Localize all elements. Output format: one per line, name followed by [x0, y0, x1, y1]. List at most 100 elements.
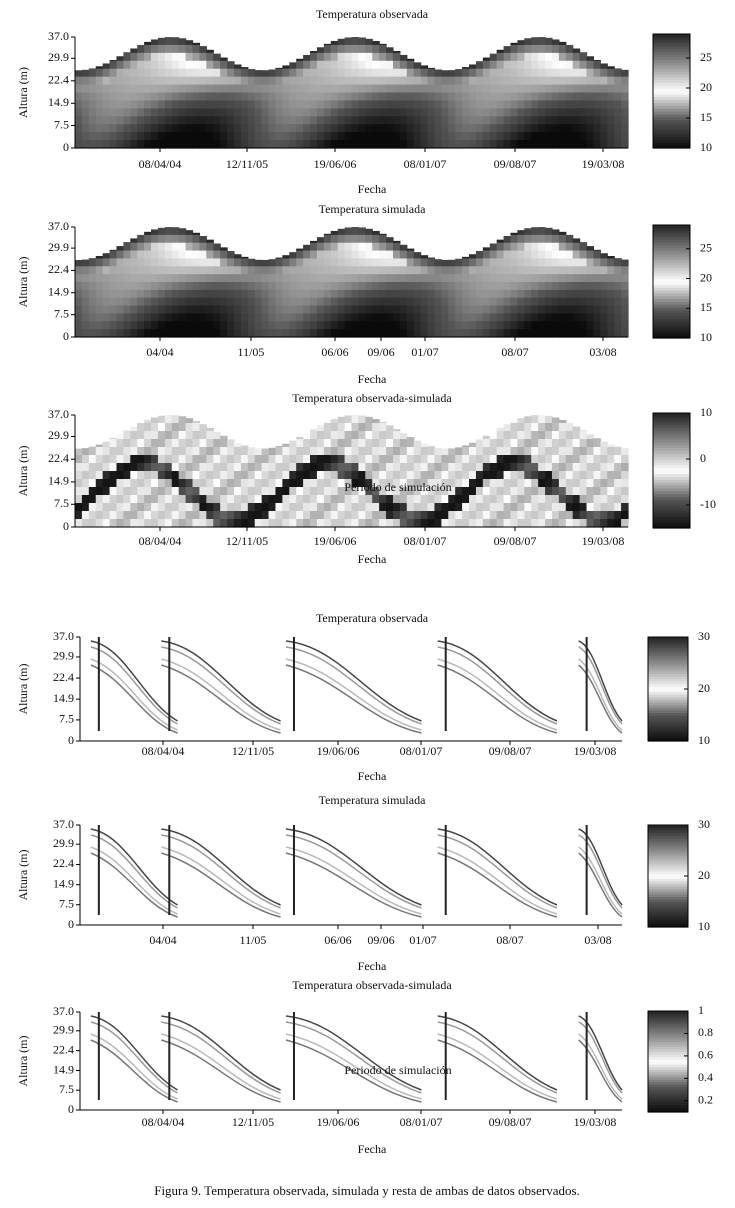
heatmap-cell [323, 305, 332, 315]
heatmap-cell [558, 100, 567, 109]
heatmap-cell [524, 266, 532, 275]
heatmap-cell [116, 140, 124, 149]
colorbar-cell [653, 42, 690, 46]
heatmap-cell [95, 444, 104, 448]
heatmap-cell [489, 439, 498, 448]
heatmap-cell [130, 511, 138, 520]
colorbar-cell [648, 668, 688, 672]
heatmap-cell [171, 305, 180, 315]
heatmap-cell [227, 140, 235, 149]
heatmap-cell [240, 511, 249, 520]
heatmap-cell [95, 479, 104, 488]
heatmap-cell [545, 44, 553, 54]
heatmap-cell [386, 116, 394, 125]
heatmap-cell [171, 463, 180, 472]
heatmap-cell [95, 289, 104, 299]
heatmap-cell [240, 274, 249, 283]
heatmap-cell [95, 140, 104, 149]
colorbar-cell [653, 335, 690, 339]
heatmap-cell [213, 124, 221, 133]
heatmap-cell [399, 439, 408, 448]
heatmap-cell [123, 76, 131, 86]
heatmap-cell [510, 487, 518, 496]
heatmap-cell [109, 282, 118, 291]
colorbar-cell [653, 436, 690, 440]
heatmap-cell [330, 234, 339, 244]
heatmap-cell [254, 329, 263, 338]
heatmap-cell [482, 289, 491, 299]
heatmap-cell [192, 274, 201, 283]
heatmap-cell [330, 463, 339, 472]
heatmap-cell [358, 447, 366, 456]
heatmap-cell [413, 487, 422, 496]
heatmap-cell [151, 503, 159, 512]
heatmap-cell [289, 116, 297, 125]
heatmap-cell [372, 471, 380, 480]
heatmap-cell [399, 305, 408, 315]
heatmap-cell [227, 76, 235, 86]
heatmap-cell [75, 124, 83, 133]
heatmap-cell [420, 503, 429, 512]
heatmap-cell [524, 68, 532, 78]
heatmap-cell [233, 297, 242, 307]
colorbar-cell [653, 65, 690, 69]
heatmap-cell [227, 68, 235, 78]
heatmap-cell [379, 447, 387, 456]
heatmap-cell [531, 84, 539, 94]
heatmap-cell [213, 140, 221, 149]
heatmap-cell [441, 519, 449, 528]
heatmap-cell [178, 44, 187, 54]
x-tick-label: 08/04/04 [139, 157, 182, 171]
heatmap-cell [600, 321, 608, 330]
heatmap-cell [379, 116, 387, 125]
heatmap-cell [372, 439, 380, 448]
heatmap-cell [496, 519, 505, 528]
colorbar-cell [653, 505, 690, 509]
heatmap-cell [524, 511, 532, 520]
heatmap-cell [199, 92, 207, 102]
heatmap-cell [420, 76, 429, 86]
heatmap-cell [88, 305, 97, 315]
colorbar-cell [648, 637, 688, 641]
contour-line [90, 1027, 178, 1097]
heatmap-cell [330, 519, 339, 528]
heatmap-cell [323, 329, 332, 338]
heatmap-cell [102, 447, 111, 456]
contour-line [437, 852, 558, 918]
heatmap-cell [524, 329, 532, 338]
heatmap-cell [185, 258, 194, 267]
heatmap-cell [116, 132, 124, 141]
heatmap-cell [151, 92, 159, 102]
heatmap-cell [441, 289, 449, 299]
heatmap-cell [358, 282, 366, 291]
heatmap-cell [192, 68, 201, 78]
heatmap-cell [565, 503, 574, 512]
heatmap-cell [413, 479, 422, 488]
heatmap-cell [220, 282, 228, 291]
colorbar-cell [648, 919, 688, 923]
heatmap-cell [289, 68, 297, 78]
colorbar-cell [653, 516, 690, 520]
heatmap-cell [316, 266, 325, 275]
heatmap-cell [593, 116, 601, 125]
heatmap-cell [192, 250, 201, 260]
heatmap-cell [358, 479, 366, 488]
colorbar-cell [648, 909, 688, 913]
heatmap-cell [565, 282, 574, 291]
heatmap-cell [406, 329, 415, 338]
heatmap-cell [199, 463, 207, 472]
heatmap-cell [558, 503, 567, 512]
heatmap-cell [137, 439, 145, 448]
heatmap-cell [572, 52, 581, 62]
heatmap-cell [565, 266, 574, 275]
heatmap-cell [427, 92, 436, 102]
heatmap-cell [247, 503, 256, 512]
heatmap-cell [157, 76, 166, 86]
heatmap-cell [123, 455, 131, 464]
heatmap-cell [337, 132, 346, 141]
colorbar-cell [653, 450, 690, 454]
heatmap-cell [254, 70, 263, 78]
heatmap-cell [379, 519, 387, 528]
heatmap-cell [565, 60, 574, 70]
heatmap-cell [157, 227, 166, 236]
